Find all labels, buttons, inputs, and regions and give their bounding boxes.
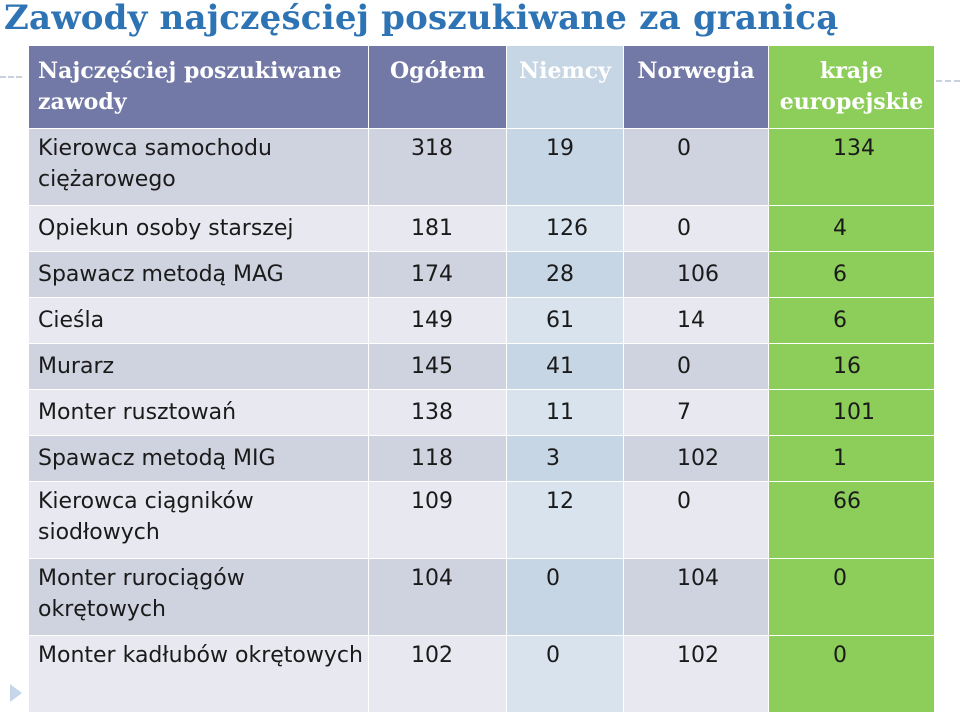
occupation-cell: Monter kadłubów okrętowych: [28, 635, 369, 713]
slide-bullet-triangle-icon: [10, 684, 22, 702]
germany-cell: 0: [506, 558, 624, 636]
table-row: Monter rusztowań 138 11 7 101: [28, 389, 935, 436]
norway-cell: 0: [623, 205, 769, 252]
europe-cell: 0: [768, 635, 935, 713]
table-row: Monter rurociągów okrętowych 104 0 104 0: [28, 558, 935, 636]
total-cell: 118: [368, 435, 507, 482]
total-cell: 318: [368, 128, 507, 206]
norway-cell: 0: [623, 128, 769, 206]
germany-cell: 0: [506, 635, 624, 713]
table-row: Cieśla 149 61 14 6: [28, 297, 935, 344]
table-row: Monter kadłubów okrętowych 102 0 102 0: [28, 635, 935, 713]
occupation-cell: Kierowca samochodu ciężarowego: [28, 128, 369, 206]
europe-cell: 4: [768, 205, 935, 252]
europe-cell: 101: [768, 389, 935, 436]
norway-cell: 104: [623, 558, 769, 636]
table-row: Opiekun osoby starszej 181 126 0 4: [28, 205, 935, 252]
total-cell: 102: [368, 635, 507, 713]
norway-cell: 102: [623, 435, 769, 482]
norway-cell: 7: [623, 389, 769, 436]
header-occupation: Najczęściej poszukiwane zawody: [28, 45, 369, 129]
header-total: Ogółem: [368, 45, 507, 129]
norway-cell: 0: [623, 343, 769, 390]
germany-cell: 12: [506, 481, 624, 559]
occupation-cell: Spawacz metodą MIG: [28, 435, 369, 482]
total-cell: 181: [368, 205, 507, 252]
total-cell: 145: [368, 343, 507, 390]
table-row: Kierowca samochodu ciężarowego 318 19 0 …: [28, 128, 935, 206]
total-cell: 104: [368, 558, 507, 636]
occupations-table: Najczęściej poszukiwane zawody Ogółem Ni…: [28, 45, 935, 713]
total-cell: 109: [368, 481, 507, 559]
europe-cell: 16: [768, 343, 935, 390]
norway-cell: 14: [623, 297, 769, 344]
norway-cell: 102: [623, 635, 769, 713]
germany-cell: 11: [506, 389, 624, 436]
europe-cell: 6: [768, 251, 935, 298]
page-title: Zawody najczęściej poszukiwane za granic…: [4, 0, 839, 38]
germany-cell: 19: [506, 128, 624, 206]
occupation-cell: Kierowca ciągników siodłowych: [28, 481, 369, 559]
germany-cell: 3: [506, 435, 624, 482]
europe-cell: 6: [768, 297, 935, 344]
norway-cell: 106: [623, 251, 769, 298]
europe-cell: 1: [768, 435, 935, 482]
decorative-dash-right: [936, 80, 960, 82]
table-row: Murarz 145 41 0 16: [28, 343, 935, 390]
occupation-cell: Monter rurociągów okrętowych: [28, 558, 369, 636]
table-header-row: Najczęściej poszukiwane zawody Ogółem Ni…: [28, 45, 935, 129]
total-cell: 174: [368, 251, 507, 298]
header-norway: Norwegia: [623, 45, 769, 129]
europe-cell: 0: [768, 558, 935, 636]
header-european-countries: kraje europejskie: [768, 45, 935, 129]
table-row: Spawacz metodą MAG 174 28 106 6: [28, 251, 935, 298]
header-germany: Niemcy: [506, 45, 624, 129]
europe-cell: 66: [768, 481, 935, 559]
norway-cell: 0: [623, 481, 769, 559]
occupation-cell: Murarz: [28, 343, 369, 390]
decorative-dash-left: [0, 76, 22, 78]
occupation-cell: Opiekun osoby starszej: [28, 205, 369, 252]
europe-cell: 134: [768, 128, 935, 206]
germany-cell: 41: [506, 343, 624, 390]
total-cell: 149: [368, 297, 507, 344]
table-row: Kierowca ciągników siodłowych 109 12 0 6…: [28, 481, 935, 559]
total-cell: 138: [368, 389, 507, 436]
germany-cell: 61: [506, 297, 624, 344]
table-row: Spawacz metodą MIG 118 3 102 1: [28, 435, 935, 482]
germany-cell: 28: [506, 251, 624, 298]
occupation-cell: Monter rusztowań: [28, 389, 369, 436]
germany-cell: 126: [506, 205, 624, 252]
occupation-cell: Cieśla: [28, 297, 369, 344]
occupation-cell: Spawacz metodą MAG: [28, 251, 369, 298]
